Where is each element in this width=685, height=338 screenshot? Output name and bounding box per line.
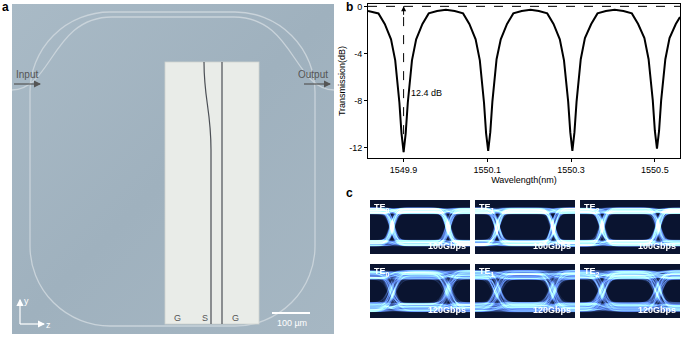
html-text:120Gbps: 120Gbps xyxy=(428,305,466,315)
html-text:100Gbps: 100Gbps xyxy=(533,241,571,251)
svg-text:1550.5: 1550.5 xyxy=(641,165,669,175)
svg-text:0: 0 xyxy=(357,2,362,12)
html-text:TE2: TE2 xyxy=(584,202,600,214)
html-text:120Gbps: 120Gbps xyxy=(638,305,676,315)
html-text:c: c xyxy=(346,186,353,200)
svg-text:G: G xyxy=(174,313,181,323)
svg-text:y: y xyxy=(24,296,29,306)
svg-text:1550.1: 1550.1 xyxy=(474,165,502,175)
svg-text:S: S xyxy=(202,313,208,323)
html-text:TE2: TE2 xyxy=(584,266,600,278)
svg-text:Output: Output xyxy=(298,69,328,80)
html-text:100Gbps: 100Gbps xyxy=(638,241,676,251)
svg-text:z: z xyxy=(46,320,51,330)
html-text:120Gbps: 120Gbps xyxy=(533,305,571,315)
html-text:b: b xyxy=(346,0,354,14)
svg-text:1550.3: 1550.3 xyxy=(557,165,585,175)
html-text:TE1: TE1 xyxy=(479,266,495,278)
html-text:TE1: TE1 xyxy=(479,202,495,214)
svg-text:-12: -12 xyxy=(349,143,362,153)
html-text:a: a xyxy=(2,0,9,14)
html-text:TE0: TE0 xyxy=(374,202,390,214)
svg-text:-8: -8 xyxy=(354,96,362,106)
svg-text:Wavelength(nm): Wavelength(nm) xyxy=(491,175,557,185)
html-text:TE0: TE0 xyxy=(374,266,390,278)
svg-text:1549.9: 1549.9 xyxy=(390,165,418,175)
html-text:100Gbps: 100Gbps xyxy=(428,241,466,251)
svg-text:12.4 dB: 12.4 dB xyxy=(411,88,442,98)
svg-text:Transmission(dB): Transmission(dB) xyxy=(337,46,347,116)
svg-text:G: G xyxy=(232,313,239,323)
svg-text:100 µm: 100 µm xyxy=(277,318,307,328)
svg-text:Input: Input xyxy=(16,69,38,80)
svg-text:-4: -4 xyxy=(354,49,362,59)
